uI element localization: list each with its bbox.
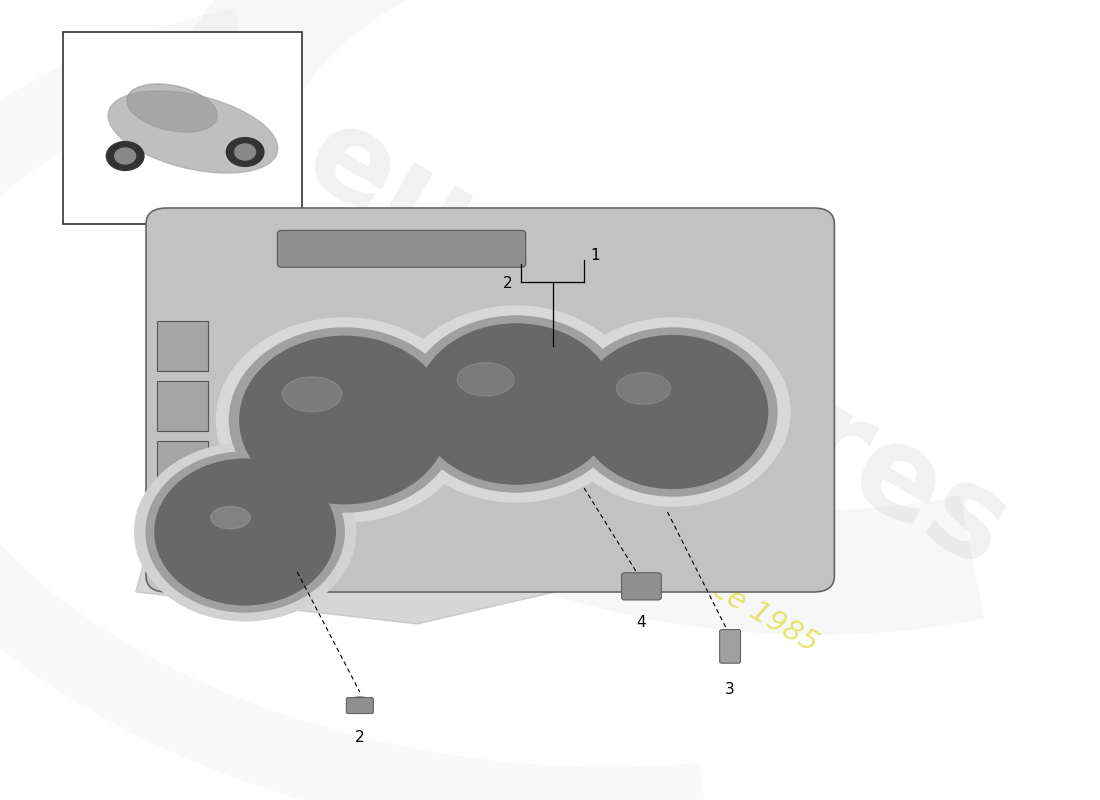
Text: 4: 4 — [637, 615, 646, 630]
Ellipse shape — [394, 306, 639, 502]
Bar — [63, 32, 303, 224]
Ellipse shape — [417, 324, 616, 484]
Ellipse shape — [569, 328, 777, 496]
Text: a passion for parts since 1985: a passion for parts since 1985 — [428, 414, 823, 658]
FancyBboxPatch shape — [719, 630, 740, 663]
FancyBboxPatch shape — [277, 230, 526, 267]
Text: eurospares: eurospares — [285, 94, 1030, 594]
Ellipse shape — [349, 697, 372, 711]
Ellipse shape — [155, 459, 336, 605]
Ellipse shape — [134, 443, 355, 621]
Text: 1: 1 — [591, 249, 600, 263]
FancyBboxPatch shape — [157, 501, 208, 551]
Text: 3: 3 — [725, 682, 735, 697]
FancyBboxPatch shape — [157, 381, 208, 431]
Ellipse shape — [556, 318, 790, 506]
Ellipse shape — [211, 506, 251, 529]
Ellipse shape — [283, 377, 342, 412]
Ellipse shape — [616, 373, 671, 405]
Circle shape — [234, 144, 255, 160]
FancyBboxPatch shape — [621, 573, 661, 600]
Ellipse shape — [240, 336, 449, 504]
FancyBboxPatch shape — [157, 321, 208, 371]
Ellipse shape — [217, 318, 472, 522]
FancyBboxPatch shape — [146, 208, 835, 592]
Text: 2: 2 — [503, 277, 513, 291]
Circle shape — [107, 142, 144, 170]
Ellipse shape — [126, 84, 218, 132]
Ellipse shape — [407, 316, 626, 492]
Circle shape — [227, 138, 264, 166]
Ellipse shape — [578, 335, 768, 489]
Circle shape — [114, 148, 135, 164]
Polygon shape — [135, 240, 814, 624]
Ellipse shape — [458, 362, 514, 396]
Text: 2: 2 — [355, 730, 364, 746]
Ellipse shape — [108, 91, 278, 173]
Ellipse shape — [146, 452, 344, 612]
Ellipse shape — [230, 328, 459, 512]
FancyBboxPatch shape — [157, 441, 208, 491]
FancyBboxPatch shape — [346, 698, 373, 714]
